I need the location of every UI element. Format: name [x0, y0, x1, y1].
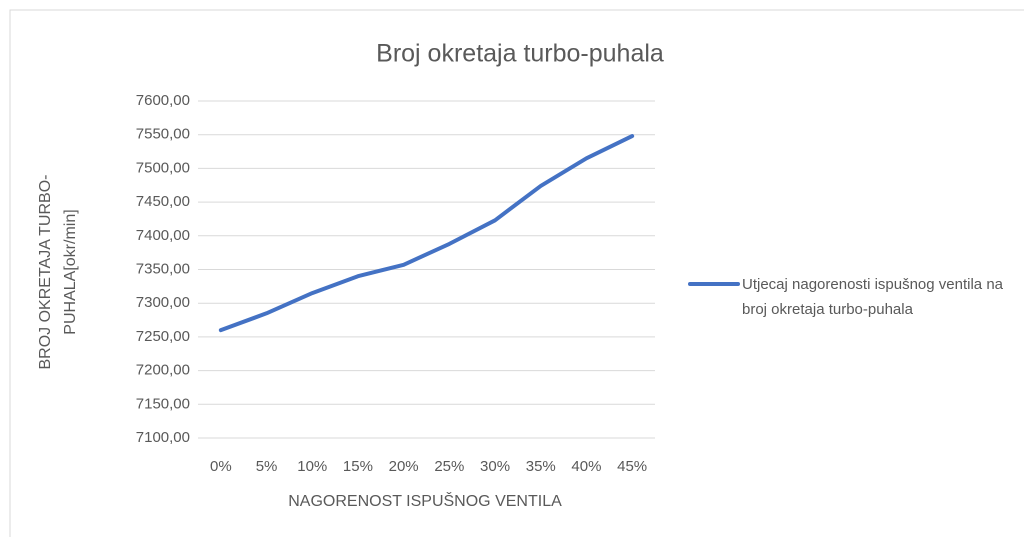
data-line	[218, 134, 635, 333]
y-axis-title: BROJ OKRETAJA TURBO-PUHALA[okr/min]	[37, 174, 79, 370]
y-tick-label: 7150,00	[136, 395, 190, 412]
chart-title: Broj okretaja turbo-puhala	[376, 40, 664, 68]
x-tick-label: 40%	[571, 458, 601, 475]
y-tick-label: 7450,00	[136, 193, 190, 210]
x-tick-label: 10%	[297, 458, 327, 475]
y-tick-label: 7300,00	[136, 294, 190, 311]
y-tick-label: 7350,00	[136, 260, 190, 277]
x-tick-label: 5%	[256, 458, 278, 475]
y-tick-label: 7400,00	[136, 227, 190, 244]
y-tick-label: 7100,00	[136, 429, 190, 446]
legend-label: Utjecaj nagorenosti ispušnog ventila na …	[742, 276, 1003, 318]
y-tick-label: 7200,00	[136, 362, 190, 379]
chart-border	[9, 9, 1024, 537]
y-tick-label: 7600,00	[136, 92, 190, 109]
x-tick-label: 45%	[617, 458, 647, 475]
y-tick-label: 7500,00	[136, 159, 190, 176]
x-tick-label: 25%	[434, 458, 464, 475]
x-tick-label: 15%	[343, 458, 373, 475]
y-tick-label: 7250,00	[136, 328, 190, 345]
x-tick-label: 20%	[389, 458, 419, 475]
x-axis-title: NAGORENOST ISPUŠNOG VENTILA	[288, 491, 562, 510]
x-tick-label: 35%	[526, 458, 556, 475]
x-tick-label: 0%	[210, 458, 232, 475]
y-tick-label: 7550,00	[136, 126, 190, 143]
x-tick-label: 30%	[480, 458, 510, 475]
